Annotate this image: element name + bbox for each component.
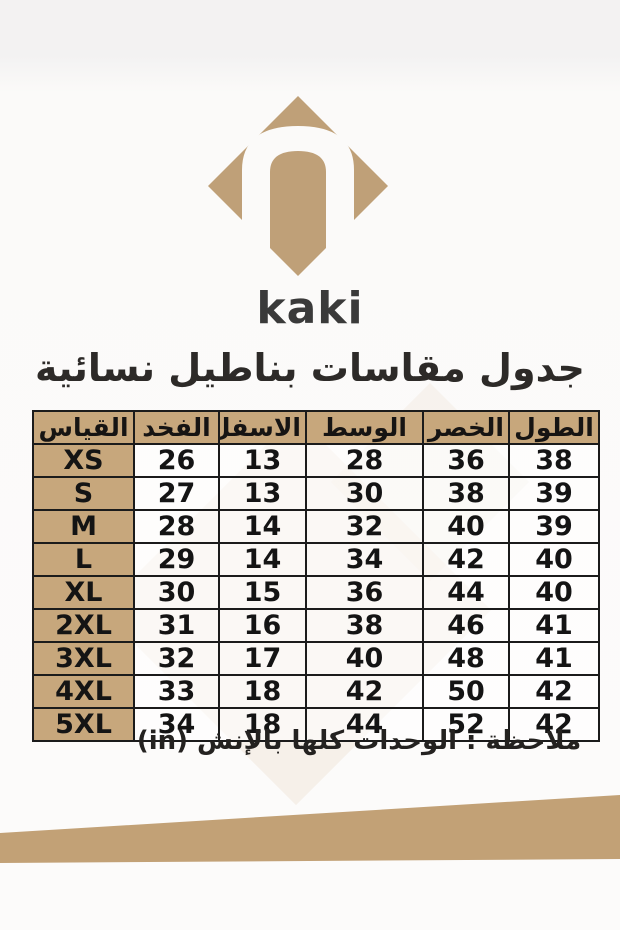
column-header: الفخد — [133, 410, 220, 445]
value-cell: 30 — [305, 476, 424, 511]
value-cell: 16 — [218, 608, 307, 643]
table-row: 2XL 31 16 38 46 41 — [32, 608, 600, 643]
value-cell: 42 — [422, 542, 510, 577]
value-cell: 15 — [218, 575, 307, 610]
value-cell: 29 — [133, 542, 220, 577]
value-cell: 48 — [422, 641, 510, 676]
size-chart-table: القياسالفخدالاسفلالوسطالخصرالطول XS26132… — [32, 410, 600, 742]
value-cell: 41 — [508, 608, 600, 643]
value-cell: 27 — [133, 476, 220, 511]
table-row: S 27 13 30 38 39 — [32, 476, 600, 511]
value-cell: 38 — [508, 443, 600, 478]
table-row: 5XL 34 18 44 52 42 — [32, 707, 600, 742]
value-cell: 32 — [305, 509, 424, 544]
table-row: L 29 14 34 42 40 — [32, 542, 600, 577]
size-cell: 3XL — [32, 641, 135, 676]
column-header: الاسفل — [218, 410, 307, 445]
value-cell: 42 — [305, 674, 424, 709]
value-cell: 30 — [133, 575, 220, 610]
value-cell: 13 — [218, 443, 307, 478]
units-note: ملاحظة : الوحدات كلها بالإنش (in) — [136, 726, 582, 756]
value-cell: 26 — [133, 443, 220, 478]
value-cell: 14 — [218, 509, 307, 544]
size-cell: XL — [32, 575, 135, 610]
value-cell: 18 — [218, 707, 307, 742]
value-cell: 42 — [508, 707, 600, 742]
value-cell: 34 — [133, 707, 220, 742]
bottom-accent-band — [0, 795, 620, 863]
value-cell: 40 — [422, 509, 510, 544]
value-cell: 17 — [218, 641, 307, 676]
header-row: القياسالفخدالاسفلالوسطالخصرالطول — [32, 410, 600, 445]
table-row: XS 26 13 28 36 38 — [32, 443, 600, 478]
value-cell: 13 — [218, 476, 307, 511]
size-cell: L — [32, 542, 135, 577]
size-cell: 5XL — [32, 707, 135, 742]
table-body: XS 26 13 28 36 38 S 27 13 30 38 39 M 28 14 32 40 39 L 29 14 3… — [32, 443, 600, 742]
value-cell: 50 — [422, 674, 510, 709]
value-cell: 33 — [133, 674, 220, 709]
value-cell: 42 — [508, 674, 600, 709]
value-cell: 41 — [508, 641, 600, 676]
size-cell: S — [32, 476, 135, 511]
table-row: XL 30 15 36 44 40 — [32, 575, 600, 610]
value-cell: 28 — [133, 509, 220, 544]
value-cell: 31 — [133, 608, 220, 643]
table-row: 3XL 32 17 40 48 41 — [32, 641, 600, 676]
value-cell: 14 — [218, 542, 307, 577]
size-cell: 4XL — [32, 674, 135, 709]
value-cell: 52 — [422, 707, 510, 742]
value-cell: 39 — [508, 509, 600, 544]
value-cell: 40 — [508, 575, 600, 610]
value-cell: 40 — [305, 641, 424, 676]
table-row: 4XL 33 18 42 50 42 — [32, 674, 600, 709]
value-cell: 18 — [218, 674, 307, 709]
value-cell: 39 — [508, 476, 600, 511]
size-cell: XS — [32, 443, 135, 478]
column-header: الطول — [508, 410, 600, 445]
size-chart: القياسالفخدالاسفلالوسطالخصرالطول XS26132… — [32, 410, 600, 742]
column-header: الوسط — [305, 410, 424, 445]
column-header: القياس — [32, 410, 135, 445]
value-cell: 36 — [422, 443, 510, 478]
size-cell: M — [32, 509, 135, 544]
value-cell: 44 — [305, 707, 424, 742]
size-cell: 2XL — [32, 608, 135, 643]
value-cell: 34 — [305, 542, 424, 577]
brand-logo-diamond-icon — [208, 96, 388, 286]
column-header: الخصر — [422, 410, 510, 445]
value-cell: 44 — [422, 575, 510, 610]
value-cell: 46 — [422, 608, 510, 643]
value-cell: 38 — [422, 476, 510, 511]
value-cell: 40 — [508, 542, 600, 577]
value-cell: 36 — [305, 575, 424, 610]
value-cell: 28 — [305, 443, 424, 478]
value-cell: 38 — [305, 608, 424, 643]
brand-name: kaki — [256, 283, 364, 334]
value-cell: 32 — [133, 641, 220, 676]
table-row: M 28 14 32 40 39 — [32, 509, 600, 544]
page-title: جدول مقاسات بناطيل نسائية — [35, 346, 585, 390]
